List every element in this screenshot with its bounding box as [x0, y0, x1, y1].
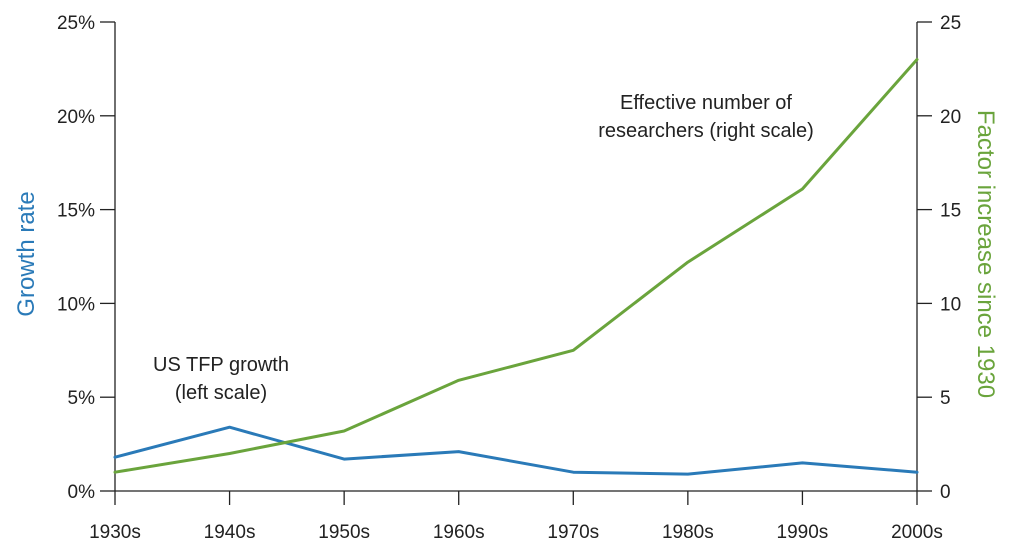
researchers-annotation-line2: researchers (right scale)	[598, 120, 814, 142]
x-tick-label: 1950s	[318, 522, 370, 543]
left-tick-label: 15%	[57, 201, 95, 222]
tfp-growth-series-line	[113, 425, 919, 476]
left-tick-label: 10%	[57, 294, 95, 315]
x-tick-label: 2000s	[891, 522, 943, 543]
x-tick-label: 1930s	[89, 522, 141, 543]
right-tick-label: 15	[940, 201, 961, 222]
axes: 0% 5% 10% 15% 20% 25% 0 5 10 15 20 25 1930s 1940s 1950…	[57, 13, 961, 543]
x-tick-label: 1960s	[433, 522, 485, 543]
left-axis-title: Growth rate	[13, 191, 40, 316]
x-tick-label: 1970s	[547, 522, 599, 543]
tfp-annotation-line1: US TFP growth	[153, 354, 289, 376]
left-tick-label: 0%	[68, 482, 96, 503]
x-tick-label: 1980s	[662, 522, 714, 543]
right-tick-label: 10	[940, 294, 961, 315]
right-tick-label: 20	[940, 107, 961, 128]
right-tick-label: 5	[940, 388, 951, 409]
tfp-annotation-line2: (left scale)	[175, 382, 267, 404]
x-tick-label: 1940s	[204, 522, 256, 543]
researchers-series-line	[113, 58, 919, 474]
left-tick-label: 5%	[68, 388, 96, 409]
left-tick-label: 25%	[57, 13, 95, 34]
right-tick-label: 0	[940, 482, 951, 503]
x-tick-label: 1990s	[777, 522, 829, 543]
left-tick-label: 20%	[57, 107, 95, 128]
researchers-annotation-line1: Effective number of	[620, 92, 792, 114]
series-layer	[113, 58, 919, 476]
right-axis-title: Factor increase since 1930	[972, 110, 999, 398]
right-tick-label: 25	[940, 13, 961, 34]
